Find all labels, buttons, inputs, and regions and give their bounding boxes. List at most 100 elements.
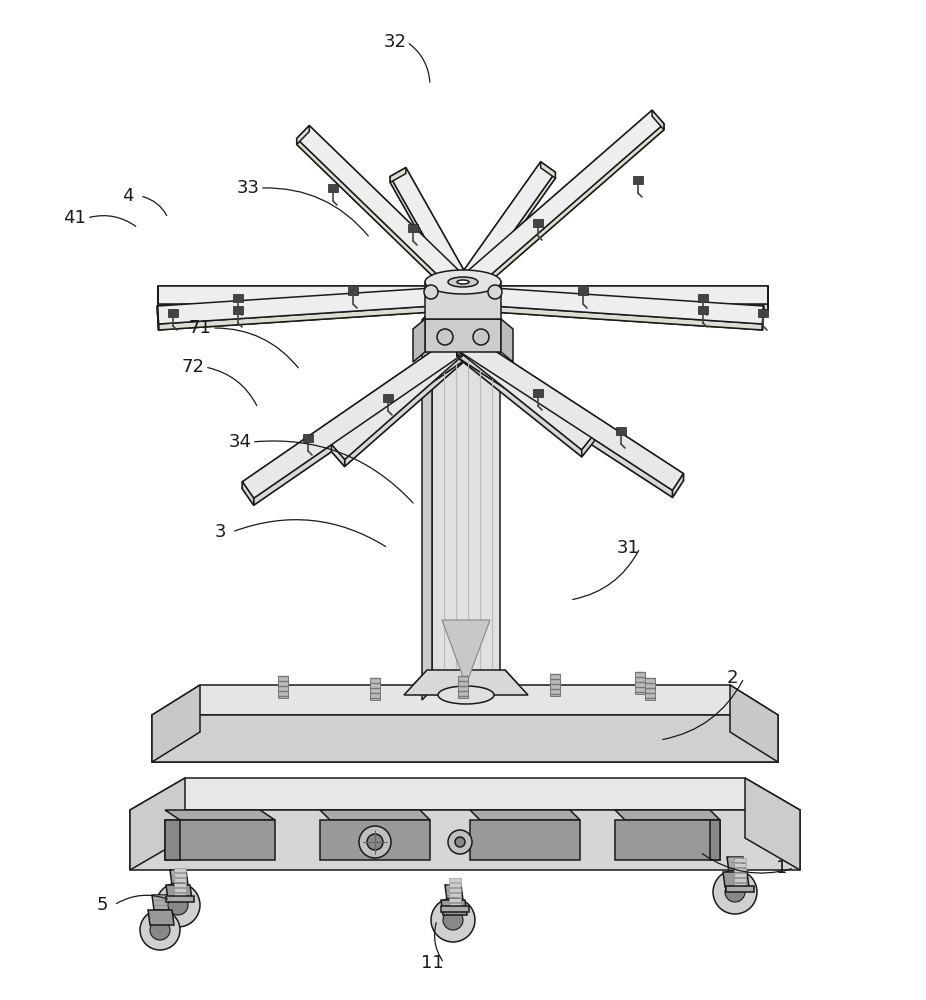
Circle shape	[455, 837, 465, 847]
Polygon shape	[734, 873, 746, 877]
Polygon shape	[332, 341, 469, 467]
Polygon shape	[165, 810, 275, 820]
Circle shape	[367, 834, 383, 850]
Polygon shape	[456, 283, 470, 297]
Polygon shape	[462, 292, 764, 330]
Polygon shape	[457, 110, 652, 286]
Polygon shape	[425, 319, 501, 352]
Polygon shape	[130, 778, 800, 810]
Polygon shape	[383, 394, 393, 402]
Polygon shape	[501, 319, 513, 362]
Polygon shape	[390, 168, 406, 182]
Polygon shape	[449, 893, 461, 897]
Polygon shape	[456, 162, 541, 288]
Circle shape	[424, 285, 438, 299]
Text: 71: 71	[189, 319, 211, 337]
Polygon shape	[445, 885, 463, 900]
Polygon shape	[730, 685, 778, 762]
Text: 5: 5	[96, 896, 107, 914]
Polygon shape	[734, 863, 746, 867]
Polygon shape	[243, 341, 469, 505]
Polygon shape	[296, 138, 457, 299]
Polygon shape	[457, 334, 594, 450]
Polygon shape	[370, 678, 380, 700]
Polygon shape	[130, 778, 185, 870]
Polygon shape	[332, 334, 469, 460]
Polygon shape	[449, 883, 461, 887]
Polygon shape	[390, 176, 456, 297]
Polygon shape	[652, 110, 664, 130]
Polygon shape	[432, 310, 500, 690]
Polygon shape	[152, 895, 170, 910]
Polygon shape	[422, 310, 432, 700]
Polygon shape	[130, 810, 800, 870]
Polygon shape	[278, 676, 288, 698]
Polygon shape	[698, 306, 708, 314]
Polygon shape	[408, 224, 418, 232]
Polygon shape	[157, 286, 462, 312]
Polygon shape	[457, 334, 469, 357]
Polygon shape	[320, 820, 430, 860]
Polygon shape	[469, 334, 594, 441]
Polygon shape	[158, 292, 463, 310]
Circle shape	[443, 910, 463, 930]
Polygon shape	[441, 900, 467, 915]
Polygon shape	[174, 868, 186, 872]
Polygon shape	[174, 883, 186, 887]
Polygon shape	[698, 294, 708, 302]
Polygon shape	[457, 334, 683, 490]
Polygon shape	[533, 389, 543, 397]
Polygon shape	[166, 885, 192, 900]
Polygon shape	[348, 287, 358, 295]
Polygon shape	[456, 282, 470, 298]
Text: 41: 41	[64, 209, 86, 227]
Polygon shape	[422, 310, 500, 320]
Circle shape	[448, 830, 472, 854]
Polygon shape	[462, 286, 464, 310]
Polygon shape	[296, 126, 309, 144]
Polygon shape	[243, 482, 254, 505]
Polygon shape	[578, 287, 588, 295]
Polygon shape	[457, 110, 664, 294]
Polygon shape	[550, 674, 560, 696]
Polygon shape	[734, 858, 746, 862]
Text: 1: 1	[776, 859, 788, 877]
Polygon shape	[463, 304, 768, 310]
Polygon shape	[615, 820, 720, 860]
Polygon shape	[233, 294, 243, 302]
Polygon shape	[723, 872, 749, 887]
Polygon shape	[158, 286, 463, 292]
Polygon shape	[457, 334, 469, 357]
Ellipse shape	[425, 270, 501, 294]
Text: 3: 3	[214, 523, 226, 541]
Polygon shape	[633, 176, 643, 184]
Polygon shape	[449, 878, 461, 882]
Polygon shape	[734, 878, 746, 882]
Polygon shape	[615, 810, 720, 820]
Text: 34: 34	[229, 433, 252, 451]
Polygon shape	[174, 878, 186, 882]
Polygon shape	[645, 678, 655, 700]
Polygon shape	[449, 903, 461, 907]
Polygon shape	[296, 126, 469, 293]
Text: 33: 33	[236, 179, 259, 197]
Polygon shape	[734, 868, 746, 872]
Polygon shape	[243, 334, 469, 498]
Ellipse shape	[448, 277, 478, 287]
Polygon shape	[157, 286, 464, 324]
Polygon shape	[726, 886, 754, 892]
Circle shape	[473, 329, 489, 345]
Polygon shape	[762, 306, 764, 330]
Text: 72: 72	[181, 358, 205, 376]
Polygon shape	[406, 168, 470, 289]
Polygon shape	[758, 309, 768, 317]
Circle shape	[359, 826, 391, 858]
Polygon shape	[404, 670, 528, 695]
Polygon shape	[254, 350, 469, 505]
Polygon shape	[425, 282, 501, 319]
Polygon shape	[174, 888, 186, 892]
Polygon shape	[463, 286, 768, 304]
Polygon shape	[463, 292, 768, 310]
Polygon shape	[165, 820, 180, 860]
Polygon shape	[390, 174, 470, 297]
